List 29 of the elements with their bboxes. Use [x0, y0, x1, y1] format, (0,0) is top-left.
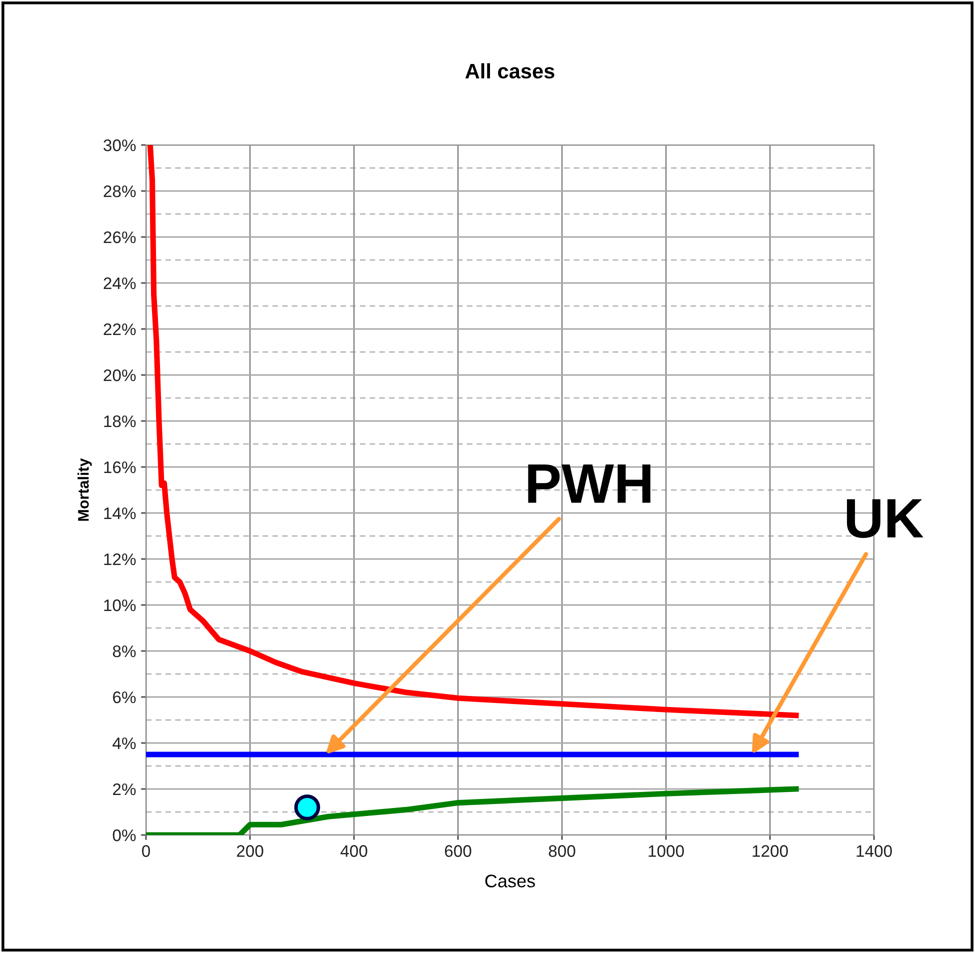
x-tick-label: 600 [444, 845, 472, 857]
x-tick-label: 1400 [856, 845, 892, 857]
y-tick-label: 22% [104, 323, 136, 336]
x-tick-label: 0 [142, 845, 150, 857]
y-tick-label: 16% [104, 461, 136, 474]
y-tick-label: 18% [104, 415, 136, 428]
y-tick-label: 10% [104, 599, 136, 612]
y-tick-label: 2% [113, 783, 136, 796]
y-axis-title: Mortality [78, 458, 92, 521]
y-tick-label: 0% [112, 829, 136, 842]
y-tick-label: 8% [112, 645, 136, 658]
y-tick-label: 20% [104, 369, 136, 382]
x-axis-title: Cases [485, 874, 535, 888]
x-tick-label: 1200 [752, 845, 788, 857]
y-tick-label: 26% [104, 231, 136, 244]
chart-title: All cases [465, 63, 554, 79]
y-tick-label: 24% [104, 277, 136, 290]
y-tick-label: 28% [104, 185, 136, 198]
y-tick-label: 14% [104, 507, 136, 520]
x-tick-label: 1000 [648, 845, 684, 857]
y-tick-label: 12% [104, 553, 136, 566]
y-tick-label: 6% [113, 691, 136, 704]
y-tick-label: 4% [112, 737, 136, 750]
annotation: PWH [528, 464, 650, 503]
x-tick-label: 800 [548, 845, 576, 857]
y-tick-label: 30% [104, 139, 136, 152]
x-tick-label: 400 [340, 845, 368, 857]
x-tick-label: 200 [236, 845, 264, 857]
annotation: UK [846, 499, 924, 538]
